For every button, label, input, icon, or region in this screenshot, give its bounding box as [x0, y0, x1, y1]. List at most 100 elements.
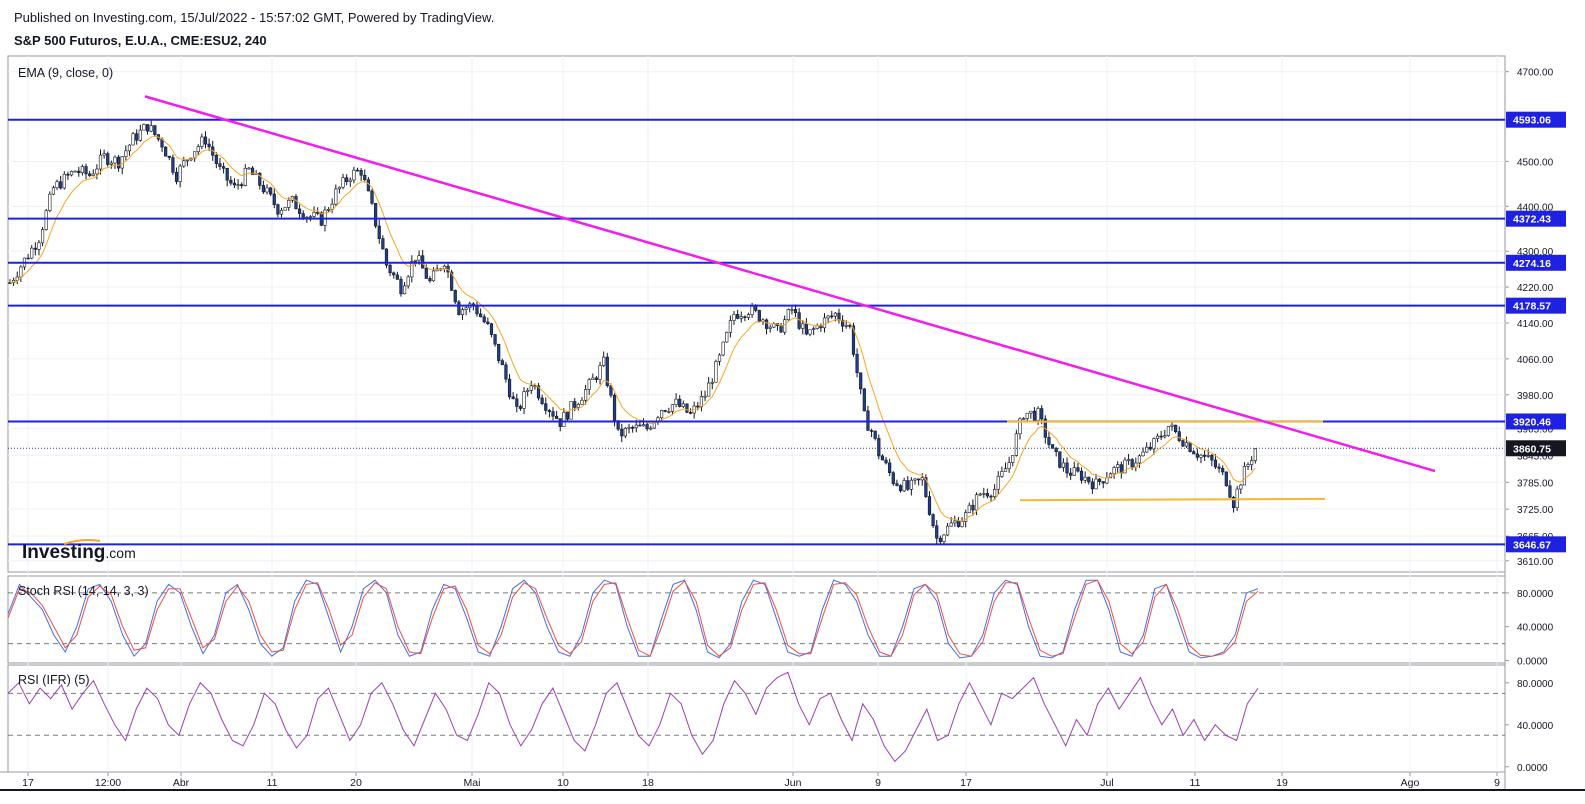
candle-body [1083, 476, 1087, 481]
candle-body [1119, 464, 1123, 474]
candle-body [88, 173, 92, 176]
price-tick-label: 4700.00 [1517, 68, 1554, 79]
stoch-rsi-panel[interactable] [7, 575, 1506, 664]
candle-body [909, 479, 913, 490]
price-tick-label: 3905.00 [1517, 424, 1554, 435]
candle-body [1054, 448, 1058, 453]
candle-body [848, 325, 852, 327]
candle-body [1159, 435, 1163, 438]
candle-body [583, 389, 588, 401]
candle-body [40, 229, 45, 244]
candle-body [352, 169, 356, 181]
candle-body [511, 396, 515, 400]
candle-body [413, 259, 418, 262]
time-tick-label: 11 [267, 777, 278, 789]
candle-body [953, 520, 957, 524]
candle-body [1011, 455, 1015, 463]
level-price-label: 4593.06 [1513, 115, 1551, 127]
time-tick-label: 10 [557, 777, 569, 789]
candle-body [330, 203, 334, 210]
time-tick-label: 17 [960, 777, 972, 789]
candle-body [261, 185, 266, 193]
candle-body [145, 124, 150, 132]
candle-body [1246, 464, 1250, 467]
candle-body [1101, 481, 1105, 484]
candle-body [417, 255, 421, 261]
candle-body [44, 210, 48, 230]
channel-bottom-line[interactable] [1019, 497, 1326, 502]
candle-body [504, 364, 508, 380]
candle-body [840, 319, 845, 327]
instrument-title: S&P 500 Futuros, E.U.A., CME:ESU2, 240 [14, 33, 267, 48]
level-price-tag [1506, 210, 1566, 227]
candle-body [431, 270, 436, 282]
candle-body [942, 534, 946, 542]
rsi-tick-label: 80.0000 [1517, 679, 1554, 690]
candle-body [822, 317, 827, 329]
descending-trendline[interactable] [144, 95, 1436, 473]
candle-body [750, 306, 754, 315]
candle-body [757, 310, 761, 322]
time-tick-label: 9 [875, 777, 881, 789]
candle-body [877, 438, 881, 457]
candle-body [167, 155, 171, 158]
candle-body [808, 329, 812, 335]
candle-body [851, 325, 856, 355]
candle-body [812, 328, 816, 330]
candle-body [573, 401, 577, 408]
rsi-panel[interactable] [7, 664, 1506, 773]
candle-body [1036, 408, 1040, 421]
candle-body [1188, 442, 1192, 452]
candle-body [287, 199, 291, 208]
candle-body [1239, 484, 1243, 490]
candle-body [1195, 453, 1199, 458]
price-tick-label: 4220.00 [1517, 283, 1554, 294]
candle-body [30, 247, 34, 259]
candle-body [1130, 459, 1134, 468]
candle-body [26, 257, 30, 260]
candle-body [685, 403, 689, 413]
candle-body [602, 356, 606, 366]
candle-body [1040, 408, 1044, 420]
candle-body [131, 133, 135, 146]
stoch-rsi-label: Stoch RSI (14, 14, 3, 3) [18, 584, 149, 598]
candle-body [631, 427, 635, 429]
candle-body [714, 361, 718, 383]
candle-body [493, 334, 497, 345]
candle-body [384, 248, 389, 266]
level-price-label: 4274.16 [1513, 258, 1551, 270]
candle-body [703, 395, 707, 398]
candle-body [1192, 451, 1196, 455]
price-tick-label: 4300.00 [1517, 247, 1554, 258]
candle-body [1217, 466, 1221, 469]
candle-body [540, 397, 544, 404]
rsi-tick-label: 40.0000 [1517, 721, 1554, 732]
candle-body [1094, 478, 1098, 490]
candle-body [1253, 448, 1257, 461]
candle-body [174, 172, 179, 182]
candle-body [906, 480, 910, 490]
candle-body [768, 326, 772, 329]
candle-body [620, 428, 624, 437]
price-tick-label: 4060.00 [1517, 355, 1554, 366]
candle-body [138, 129, 142, 141]
price-panel[interactable] [7, 55, 1506, 573]
time-tick-label: 9 [1494, 777, 1500, 789]
candle-body [1231, 496, 1236, 509]
candle-body [98, 154, 103, 170]
candle-body [728, 320, 732, 333]
candle-body [478, 313, 483, 318]
last-price-tag [1506, 440, 1566, 457]
candle-body [667, 411, 671, 413]
time-tick-label: Ago [1401, 777, 1420, 789]
candle-body [612, 394, 617, 421]
candle-body [73, 170, 77, 173]
candle-body [1181, 440, 1185, 447]
candle-body [243, 168, 247, 186]
candle-body [609, 385, 613, 396]
candle-body [558, 418, 562, 427]
rsi-label: RSI (IFR) (5) [18, 673, 90, 687]
price-tick-label: 3610.00 [1517, 557, 1554, 568]
publication-note: Published on Investing.com, 15/Jul/2022 … [14, 10, 495, 25]
